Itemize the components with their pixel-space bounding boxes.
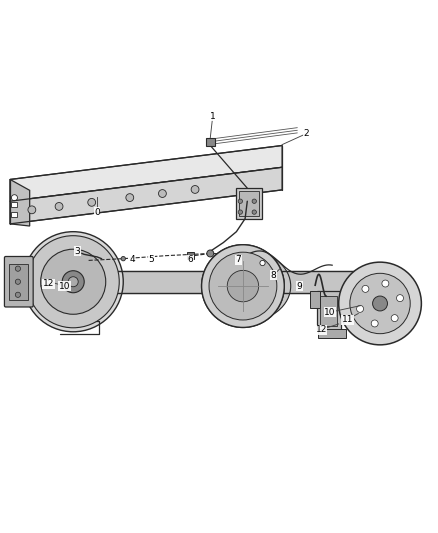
Circle shape — [236, 255, 241, 261]
Text: 2: 2 — [303, 130, 309, 138]
Circle shape — [159, 190, 166, 197]
Text: 0: 0 — [94, 207, 100, 216]
Circle shape — [260, 261, 265, 265]
Circle shape — [28, 206, 36, 214]
Circle shape — [23, 232, 123, 332]
Circle shape — [373, 296, 388, 311]
Polygon shape — [10, 146, 282, 201]
Circle shape — [88, 198, 95, 206]
Text: 8: 8 — [271, 271, 276, 280]
Circle shape — [371, 320, 378, 327]
Circle shape — [121, 256, 125, 261]
Bar — [11, 201, 18, 207]
Circle shape — [62, 271, 84, 293]
Text: 10: 10 — [59, 281, 70, 290]
Bar — [187, 252, 194, 259]
Circle shape — [126, 193, 134, 201]
Circle shape — [238, 199, 243, 204]
Circle shape — [382, 280, 389, 287]
Bar — [11, 212, 18, 217]
Text: 10: 10 — [324, 308, 336, 317]
Ellipse shape — [211, 257, 283, 315]
Circle shape — [227, 270, 259, 302]
Circle shape — [209, 252, 277, 320]
Circle shape — [396, 295, 403, 302]
Bar — [9, 264, 28, 300]
Text: 6: 6 — [188, 255, 194, 264]
Circle shape — [207, 250, 214, 257]
Polygon shape — [10, 167, 282, 224]
Circle shape — [75, 249, 80, 255]
Circle shape — [201, 245, 284, 327]
Circle shape — [11, 195, 18, 201]
Bar — [239, 191, 259, 216]
Bar — [321, 296, 337, 326]
Circle shape — [391, 314, 398, 321]
Text: 12: 12 — [316, 325, 327, 334]
Text: 1: 1 — [210, 112, 215, 121]
Circle shape — [362, 285, 369, 293]
Circle shape — [350, 273, 410, 334]
Bar — [311, 292, 320, 308]
Text: 11: 11 — [342, 315, 353, 324]
Text: 12: 12 — [43, 279, 54, 288]
Text: 4: 4 — [129, 255, 135, 264]
Circle shape — [55, 203, 63, 211]
Bar — [206, 138, 215, 146]
Bar — [317, 292, 341, 330]
Text: 5: 5 — [148, 255, 155, 264]
Circle shape — [252, 210, 256, 214]
Text: 9: 9 — [297, 281, 302, 290]
Circle shape — [15, 266, 21, 271]
Polygon shape — [10, 180, 30, 226]
Circle shape — [357, 305, 364, 312]
Circle shape — [252, 199, 256, 204]
Ellipse shape — [204, 251, 291, 321]
Circle shape — [27, 236, 119, 328]
Circle shape — [15, 292, 21, 297]
Bar — [237, 188, 261, 219]
Bar — [6, 256, 17, 271]
Circle shape — [15, 279, 21, 284]
Circle shape — [238, 210, 243, 214]
Circle shape — [41, 249, 106, 314]
Bar — [318, 329, 346, 338]
Circle shape — [191, 185, 199, 193]
Circle shape — [201, 245, 284, 327]
Circle shape — [209, 252, 277, 320]
Circle shape — [339, 262, 421, 345]
Text: 3: 3 — [74, 247, 81, 256]
Circle shape — [68, 277, 78, 287]
FancyBboxPatch shape — [4, 256, 33, 307]
Text: 7: 7 — [236, 255, 241, 264]
